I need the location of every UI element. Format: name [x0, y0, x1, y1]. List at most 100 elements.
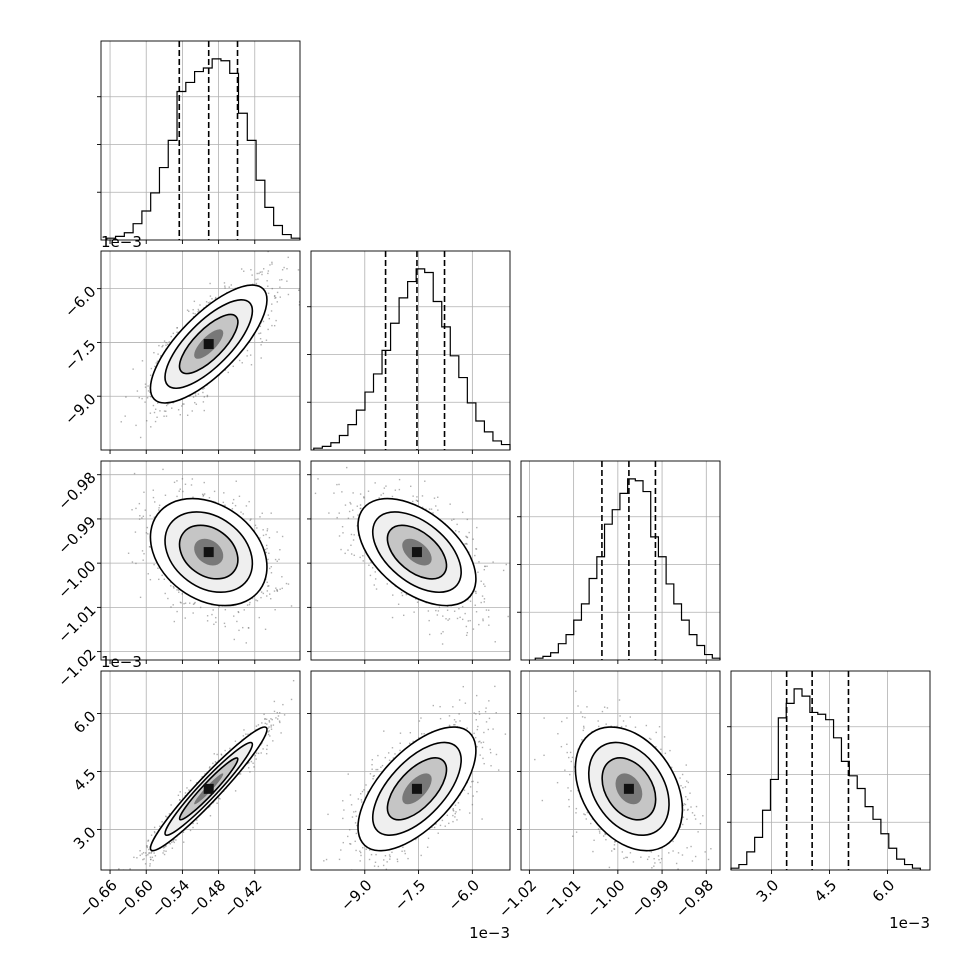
sample-point [290, 605, 293, 607]
sample-point [172, 840, 174, 842]
sample-point [213, 623, 215, 626]
sample-point [153, 563, 155, 566]
sample-point [259, 325, 262, 328]
sample-point [144, 386, 147, 388]
sample-point [150, 426, 152, 428]
sample-point [191, 410, 193, 412]
sample-point [369, 574, 372, 577]
histogram-step [730, 688, 921, 870]
sample-point [194, 601, 196, 604]
sample-point [474, 604, 476, 606]
sample-point [281, 269, 284, 271]
sample-point [483, 601, 485, 603]
sample-point [347, 517, 350, 519]
sample-point [223, 282, 226, 284]
sample-point [278, 712, 281, 714]
sample-point [467, 620, 469, 622]
sample-point [206, 615, 209, 617]
sample-point [279, 721, 281, 724]
sample-point [483, 598, 486, 600]
sample-point [164, 494, 167, 496]
sample-point [274, 558, 277, 561]
sample-point [458, 608, 460, 610]
sample-point [268, 552, 270, 554]
sample-point [192, 312, 194, 315]
sample-point [213, 490, 216, 493]
sample-point [186, 309, 189, 311]
sample-point [466, 518, 469, 521]
sample-point [267, 285, 269, 287]
sample-point [142, 851, 145, 854]
sample-point [298, 304, 300, 306]
sample-point [268, 585, 270, 587]
sample-point [179, 601, 182, 603]
sample-point [145, 854, 147, 857]
sample-point [192, 316, 195, 318]
sample-point [483, 568, 486, 571]
sample-point [265, 718, 268, 720]
sample-point [266, 530, 268, 532]
sample-point [241, 362, 243, 364]
sample-point [267, 328, 269, 331]
sample-point [375, 588, 378, 590]
sample-point [154, 832, 156, 834]
sample-point [245, 642, 247, 644]
sample-point [314, 492, 317, 495]
sample-point [250, 760, 253, 763]
sample-point [265, 533, 267, 536]
sample-point [475, 590, 477, 593]
sample-point [435, 609, 437, 612]
sample-point [203, 396, 206, 398]
sample-point [276, 291, 279, 294]
panel-frame [310, 460, 511, 661]
histogram-step [534, 478, 721, 660]
sample-point [271, 263, 273, 265]
sample-point [246, 762, 249, 765]
sample-point [265, 551, 268, 554]
sample-point [206, 620, 209, 622]
sample-point [469, 600, 472, 602]
sample-point [488, 624, 490, 626]
sample-point [484, 565, 486, 568]
sample-point [120, 421, 122, 423]
sample-point [202, 391, 204, 394]
sample-point [270, 566, 272, 568]
sample-point [238, 359, 241, 362]
sample-point [188, 310, 190, 313]
density-layer [118, 679, 295, 870]
sample-point [224, 504, 226, 506]
sample-point [258, 272, 260, 275]
sample-point [216, 753, 218, 756]
sample-point [250, 364, 253, 366]
sample-point [236, 620, 238, 623]
sample-point [486, 565, 488, 568]
sample-point [398, 478, 401, 481]
sample-point [232, 365, 234, 368]
sample-point [149, 578, 152, 581]
sample-point [297, 269, 300, 271]
sample-point [167, 403, 169, 405]
sample-point [442, 631, 444, 633]
sample-point [246, 355, 248, 357]
sample-point [176, 495, 178, 498]
sample-point [156, 416, 158, 418]
sample-point [165, 850, 167, 852]
sample-point [374, 482, 376, 484]
sample-point [274, 297, 276, 299]
sample-point [182, 490, 184, 493]
sample-point [234, 504, 237, 507]
sample-point [260, 591, 263, 593]
sample-point [165, 344, 167, 346]
sample-point [154, 408, 157, 410]
sample-point [149, 374, 152, 376]
sample-point [145, 532, 148, 534]
sample-point [287, 256, 289, 259]
sample-point [181, 593, 183, 595]
panel-background [311, 251, 510, 450]
sample-point [346, 466, 348, 469]
sample-point [338, 483, 340, 486]
sample-point [194, 401, 196, 404]
sample-point [359, 504, 362, 506]
sample-point [456, 523, 458, 526]
sample-point [480, 601, 482, 604]
